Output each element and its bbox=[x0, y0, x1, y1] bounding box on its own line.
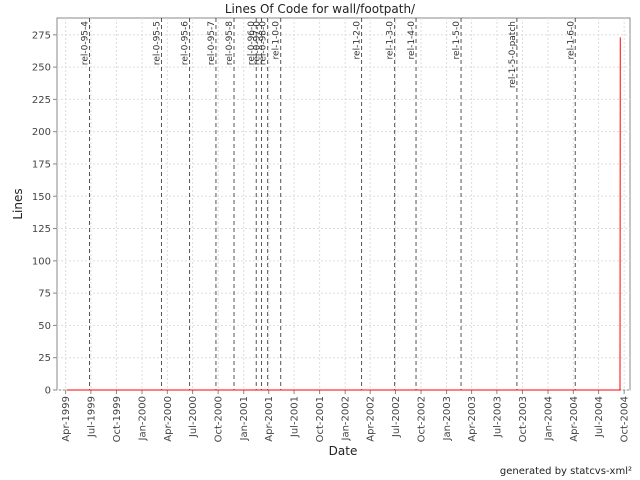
marker-label: rel-0-97-0 bbox=[253, 21, 263, 65]
x-tick-label: Apr-1999 bbox=[61, 396, 72, 442]
marker-label: rel-1-5-0-patch bbox=[508, 21, 518, 88]
x-tick-label: Jul-1999 bbox=[86, 396, 97, 438]
y-tick-label: 150 bbox=[32, 192, 51, 203]
y-tick-label: 225 bbox=[32, 95, 51, 106]
x-tick-label: Apr-2002 bbox=[366, 396, 377, 442]
marker-label: rel-1-5-0 bbox=[452, 21, 462, 60]
marker-label: rel-0-95-6 bbox=[181, 21, 191, 65]
marker-label: rel-0-98-0 bbox=[259, 21, 269, 65]
x-tick-label: Jul-2003 bbox=[492, 396, 503, 438]
x-tick-label: Apr-2000 bbox=[163, 396, 174, 442]
x-tick-label: Jul-2000 bbox=[188, 396, 199, 438]
x-tick-label: Jan-2001 bbox=[239, 396, 250, 441]
x-tick-label: Oct-2003 bbox=[518, 396, 529, 442]
marker-label: rel-1-3-0 bbox=[386, 21, 396, 60]
x-tick-label: Oct-2001 bbox=[315, 396, 326, 442]
x-tick-label: Jan-2004 bbox=[544, 396, 555, 441]
x-tick-label: Oct-1999 bbox=[112, 396, 123, 442]
x-tick-label: Apr-2001 bbox=[264, 396, 275, 442]
x-tick-label: Jan-2000 bbox=[138, 396, 149, 441]
y-tick-label: 175 bbox=[32, 159, 51, 170]
x-tick-label: Apr-2004 bbox=[569, 396, 580, 442]
y-tick-label: 250 bbox=[32, 63, 51, 74]
x-axis-label: Date bbox=[329, 444, 358, 458]
y-tick-label: 0 bbox=[45, 386, 51, 397]
x-tick-label: Jan-2003 bbox=[442, 396, 453, 441]
y-tick-label: 100 bbox=[32, 256, 51, 267]
marker-label: rel-0-95-5 bbox=[152, 21, 162, 65]
marker-label: rel-0-95-8 bbox=[225, 21, 235, 65]
y-tick-label: 25 bbox=[38, 353, 51, 364]
data-line bbox=[66, 37, 621, 391]
marker-label: rel-1-6-0 bbox=[566, 21, 576, 60]
y-axis-label: Lines bbox=[11, 188, 25, 219]
marker-label: rel-0-96-0 bbox=[247, 21, 257, 65]
x-tick-label: Apr-2003 bbox=[467, 396, 478, 442]
x-tick-label: Jul-2001 bbox=[290, 396, 301, 438]
footer: generated by statcvs-xml² bbox=[500, 466, 632, 477]
marker-label: rel-0-95-4 bbox=[81, 21, 91, 65]
marker-label: rel-1-4-0 bbox=[407, 21, 417, 60]
y-tick-label: 275 bbox=[32, 30, 51, 41]
marker-label: rel-0-95-7 bbox=[207, 21, 217, 65]
marker-label: rel-1-2-0 bbox=[353, 21, 363, 60]
x-tick-label: Jul-2004 bbox=[594, 396, 605, 438]
y-tick-label: 125 bbox=[32, 224, 51, 235]
x-tick-label: Oct-2002 bbox=[417, 396, 428, 442]
x-tick-label: Oct-2000 bbox=[214, 396, 225, 442]
y-tick-label: 200 bbox=[32, 127, 51, 138]
x-tick-label: Jan-2002 bbox=[341, 396, 352, 441]
plot-area bbox=[56, 17, 631, 391]
x-tick-label: Jul-2002 bbox=[391, 396, 402, 438]
chart-title: Lines Of Code for wall/footpath/ bbox=[225, 2, 416, 16]
y-tick-label: 50 bbox=[38, 321, 51, 332]
x-tick-label: Oct-2004 bbox=[620, 396, 631, 442]
marker-label: rel-1-0-0 bbox=[272, 21, 282, 60]
y-tick-label: 75 bbox=[38, 289, 51, 300]
